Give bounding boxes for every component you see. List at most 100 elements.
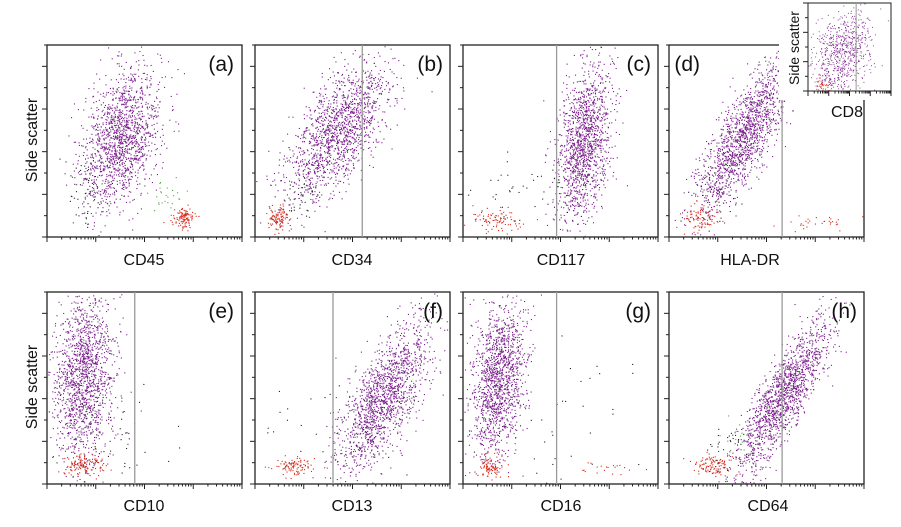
event-point <box>593 140 595 142</box>
event-point <box>140 118 142 120</box>
event-point <box>100 126 102 128</box>
event-point <box>90 194 92 196</box>
event-point <box>146 122 148 124</box>
event-point <box>348 104 350 106</box>
event-point <box>597 145 599 147</box>
event-point <box>139 183 141 185</box>
event-point <box>104 104 106 106</box>
event-point <box>157 115 159 117</box>
event-point <box>334 163 336 165</box>
event-point <box>284 218 286 220</box>
event-point <box>260 222 262 224</box>
event-point <box>588 210 590 212</box>
event-point <box>576 131 578 133</box>
event-point <box>107 130 109 132</box>
event-point <box>131 79 133 81</box>
event-point <box>121 93 123 95</box>
event-point <box>588 140 590 142</box>
event-point <box>83 152 85 154</box>
event-point <box>141 165 143 167</box>
event-point <box>335 179 337 181</box>
event-point <box>129 173 131 175</box>
event-point <box>585 154 587 156</box>
event-point <box>126 136 128 138</box>
event-point <box>356 123 358 125</box>
event-point <box>322 125 324 127</box>
event-point <box>149 155 151 157</box>
event-point <box>287 222 289 224</box>
event-point <box>115 154 117 156</box>
event-point <box>477 215 479 217</box>
event-point <box>359 121 361 123</box>
event-point <box>575 113 577 115</box>
event-point <box>97 168 99 170</box>
event-point <box>108 175 110 177</box>
event-point <box>573 186 575 188</box>
event-point <box>580 127 582 129</box>
event-point <box>122 118 124 120</box>
event-point <box>312 138 314 140</box>
event-point <box>91 138 93 140</box>
event-point <box>323 184 325 186</box>
event-point <box>330 154 332 156</box>
event-point <box>333 150 335 152</box>
event-point <box>317 153 319 155</box>
event-point <box>565 150 567 152</box>
event-point <box>334 133 336 135</box>
event-point <box>327 133 329 135</box>
event-point <box>98 160 100 162</box>
event-point <box>118 162 120 164</box>
event-point <box>579 147 581 149</box>
event-point <box>372 101 374 103</box>
event-point <box>281 218 283 220</box>
event-point <box>356 94 358 96</box>
event-point <box>336 125 338 127</box>
event-point <box>580 101 582 103</box>
event-point <box>344 96 346 98</box>
event-point <box>350 130 352 132</box>
event-point <box>497 219 499 221</box>
event-point <box>102 168 104 170</box>
event-point <box>582 118 584 120</box>
event-point <box>571 158 573 160</box>
event-point <box>128 185 130 187</box>
event-point <box>565 135 567 137</box>
event-point <box>276 228 278 230</box>
event-point <box>106 159 108 161</box>
event-point <box>102 146 104 148</box>
event-point <box>146 85 148 87</box>
event-point <box>104 96 106 98</box>
event-point <box>135 157 137 159</box>
event-point <box>110 129 112 131</box>
event-point <box>563 214 565 216</box>
event-point <box>581 171 583 173</box>
event-point <box>322 156 324 158</box>
event-point <box>503 220 505 222</box>
event-point <box>589 190 591 192</box>
event-point <box>606 132 608 134</box>
event-point <box>579 144 581 146</box>
event-point <box>553 164 555 166</box>
event-point <box>97 151 99 153</box>
event-point <box>326 146 328 148</box>
event-point <box>128 114 130 116</box>
event-point <box>591 188 593 190</box>
event-point <box>348 160 350 162</box>
event-point <box>485 219 487 221</box>
event-point <box>129 178 131 180</box>
event-point <box>312 133 314 135</box>
event-point <box>595 196 597 198</box>
event-point <box>109 186 111 188</box>
event-point <box>574 151 576 153</box>
event-point <box>316 149 318 151</box>
event-point <box>302 163 304 165</box>
event-point <box>133 107 135 109</box>
event-point <box>389 89 391 91</box>
event-point <box>335 134 337 136</box>
event-point <box>297 156 299 158</box>
event-point <box>580 177 582 179</box>
event-point <box>318 142 320 144</box>
event-point <box>309 180 311 182</box>
event-point <box>363 127 365 129</box>
event-point <box>123 172 125 174</box>
